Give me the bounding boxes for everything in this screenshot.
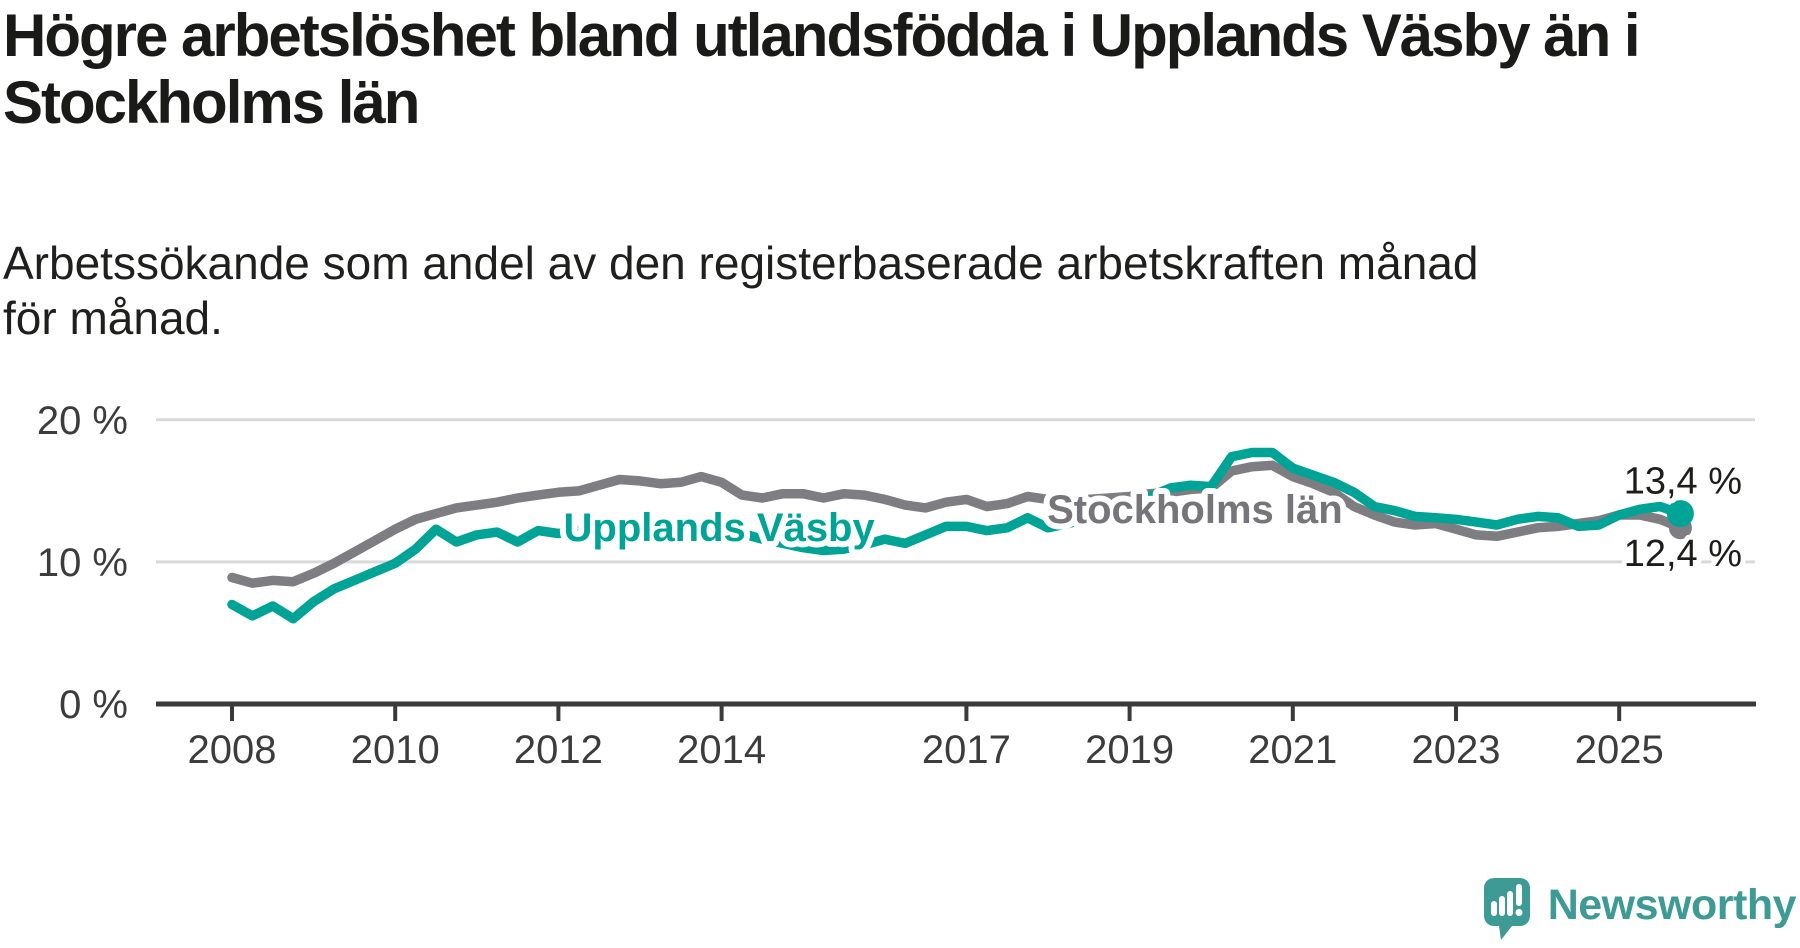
line-upplands-v-sby xyxy=(227,447,1686,624)
x-tick-label-2014: 2014 xyxy=(677,728,766,772)
bar-small xyxy=(1490,901,1497,916)
x-axis: 2008 2010 2012 2014 2017 2019 2021 2023 2025 xyxy=(188,706,1664,772)
x-tick-label-2010: 2010 xyxy=(351,728,440,772)
end-value-label-upplands-v-sby: 13,4 % xyxy=(1624,461,1742,503)
chart-subtitle: Arbetssökande som andel av den registerb… xyxy=(3,237,1479,345)
newsworthy-branding: Newsworthy xyxy=(1482,878,1797,942)
x-tick-label-2008: 2008 xyxy=(188,728,277,772)
newsworthy-logo-icon xyxy=(1483,878,1530,940)
exclamation-bar xyxy=(1515,884,1522,906)
x-tick-label-2023: 2023 xyxy=(1412,728,1501,772)
end-dot-upplands-v-sby xyxy=(1666,500,1694,528)
newsworthy-wordmark: Newsworthy xyxy=(1547,880,1797,929)
series-label-stockholms-l-n: Stockholms län xyxy=(1047,488,1343,532)
x-tick-label-2021: 2021 xyxy=(1248,728,1337,772)
gridlines xyxy=(156,418,1755,564)
end-value-label-stockholms-l-n: 12,4 % xyxy=(1624,533,1742,575)
page-title: Högre arbetslöshet bland utlandsfödda i … xyxy=(3,2,1641,137)
exclamation-dot xyxy=(1515,909,1523,916)
line-stockholms-l-n xyxy=(227,460,1686,588)
x-tick-label-2012: 2012 xyxy=(514,728,603,772)
series-label-upplands-v-sby: Upplands Väsby xyxy=(564,506,876,550)
y-tick-label-0: 0 % xyxy=(59,683,128,727)
x-tick-label-2017: 2017 xyxy=(922,728,1011,772)
bar-large xyxy=(1506,891,1513,916)
x-tick-label-2025: 2025 xyxy=(1575,728,1664,772)
bar-medium xyxy=(1498,896,1505,916)
y-axis: 0 % 10 % 20 % xyxy=(37,399,128,727)
y-tick-label-10: 10 % xyxy=(37,541,128,585)
y-tick-label-20: 20 % xyxy=(37,399,128,443)
x-tick-label-2019: 2019 xyxy=(1085,728,1174,772)
